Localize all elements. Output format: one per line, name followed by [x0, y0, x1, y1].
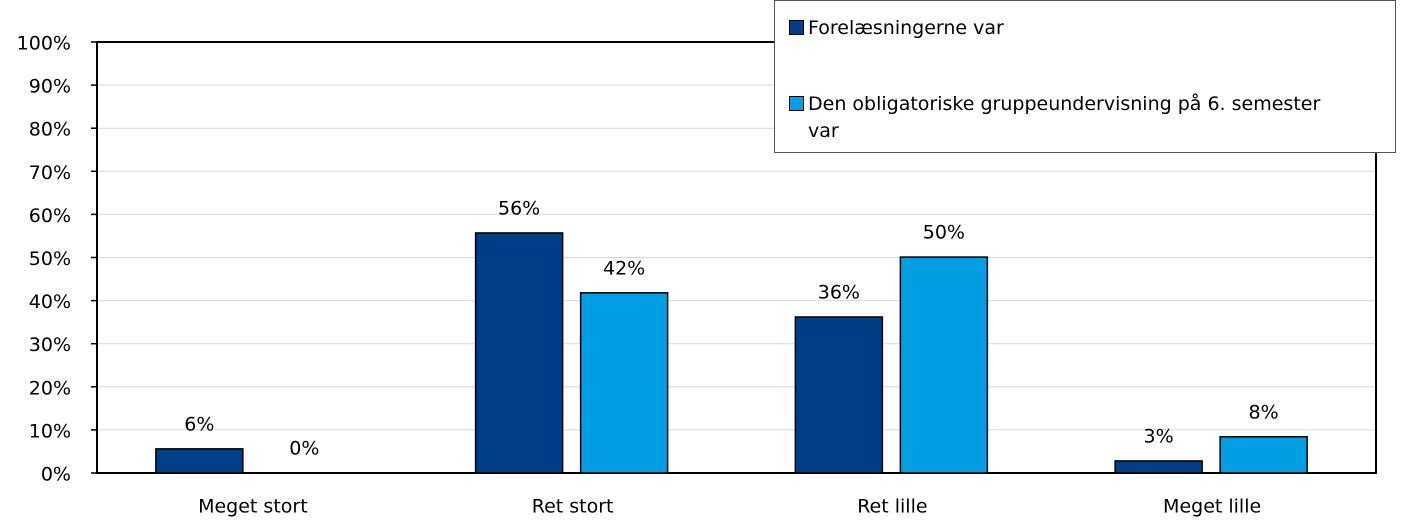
bar [579, 292, 669, 474]
y-tick-label: 30% [29, 334, 71, 356]
legend-label: Den obligatoriske gruppeundervisning på … [808, 93, 1321, 142]
y-tick-label: 20% [29, 377, 71, 399]
bar [1219, 436, 1308, 474]
y-tick-label: 10% [29, 420, 71, 442]
bar [899, 256, 989, 474]
x-tick-label: Ret stort [532, 496, 614, 518]
bar [1114, 460, 1203, 474]
bar [794, 316, 884, 474]
value-label: 56% [498, 197, 540, 219]
value-label: 3% [1144, 425, 1174, 447]
value-label: 0% [289, 438, 319, 460]
y-tick-label: 0% [41, 464, 71, 486]
x-tick-label: Meget stort [198, 496, 308, 518]
legend-item: Den obligatoriske gruppeundervisning på … [789, 91, 1353, 145]
y-tick-label: 70% [29, 162, 71, 184]
legend-label: Forelæsningerne var [808, 17, 1004, 39]
y-tick-label: 80% [29, 119, 71, 141]
legend-swatch [789, 96, 804, 111]
value-label: 36% [818, 281, 860, 303]
value-label: 6% [184, 413, 214, 435]
y-tick-label: 40% [29, 291, 71, 313]
value-label: 50% [923, 222, 965, 244]
value-label: 42% [603, 257, 645, 279]
bar [155, 448, 244, 474]
y-tick-label: 60% [29, 205, 71, 227]
bar [474, 232, 564, 474]
legend-item: Forelæsningerne var [789, 15, 1353, 42]
x-tick-label: Ret lille [857, 496, 927, 518]
legend-swatch [789, 20, 804, 35]
y-tick-label: 90% [29, 76, 71, 98]
value-label: 8% [1249, 401, 1279, 423]
legend: Forelæsningerne var Den obligatoriske gr… [774, 0, 1396, 153]
plot-frame [96, 41, 1377, 474]
y-tick-label: 100% [17, 33, 71, 55]
y-tick-label: 50% [29, 248, 71, 270]
x-tick-label: Meget lille [1163, 496, 1261, 518]
